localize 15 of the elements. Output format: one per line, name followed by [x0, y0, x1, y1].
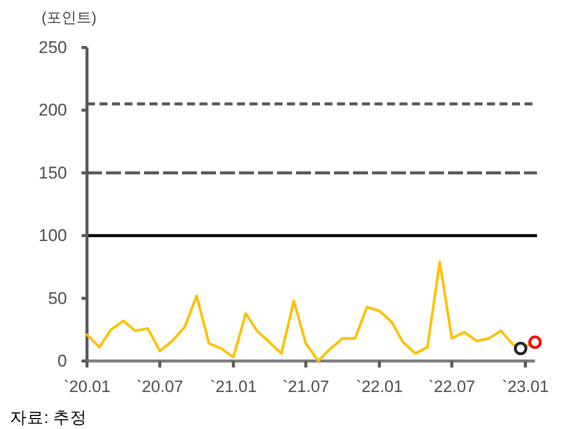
y-tick-label: 250	[38, 38, 67, 57]
x-tick-label: `20.07	[136, 378, 184, 396]
y-tick-label: 0	[58, 352, 67, 370]
x-tick-label: `20.01	[64, 378, 110, 396]
y-tick-label: 200	[38, 100, 67, 120]
y-axis-title: (포인트)	[42, 10, 96, 26]
text: 자료: 추정	[10, 409, 88, 427]
x-tick-label: `22.07	[428, 378, 476, 396]
x-tick-label: `22.01	[356, 378, 403, 396]
y-tick-label: 150	[38, 163, 67, 182]
y-tick-label: 100	[38, 226, 67, 246]
x-tick-label: `21.01	[210, 378, 257, 396]
x-tick-label: `23.01	[502, 378, 549, 396]
y-tick-label: 50	[48, 288, 67, 308]
x-tick-label: `21.07	[282, 378, 330, 396]
